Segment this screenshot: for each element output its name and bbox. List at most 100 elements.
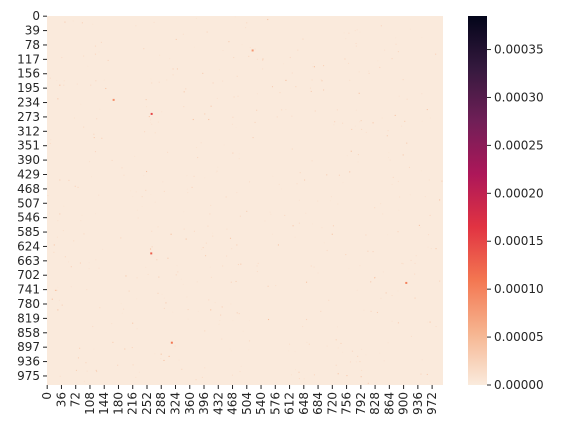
y-tick-label: 156 [17,67,40,81]
heatmap-cell [441,180,443,182]
y-tick-label: 858 [17,326,40,340]
heatmap-cell [409,194,411,196]
heatmap-cell [200,142,202,144]
heatmap-cell [245,27,247,29]
heatmap-cell [48,212,51,214]
heatmap-cell [146,106,148,108]
heatmap-cell [195,147,197,149]
heatmap-cell [182,33,184,35]
heatmap-cell [294,236,296,238]
heatmap-cell [93,137,95,139]
heatmap-cell [83,55,85,57]
heatmap-cell [238,153,240,155]
heatmap-cell [296,183,298,185]
heatmap-cell [237,95,239,97]
heatmap-cell [290,374,293,376]
heatmap-cell [406,142,408,144]
heatmap-cell [79,347,81,349]
heatmap-cell [355,42,357,45]
x-tick-label: 288 [154,392,168,415]
heatmap-cell [161,293,163,295]
heatmap-cell [79,262,81,264]
y-tick-label: 507 [17,196,40,210]
heatmap-cell [137,217,139,219]
heatmap-cell-highlight [150,112,153,115]
heatmap-cell [204,330,206,332]
heatmap-cell [284,214,286,216]
heatmap-cell [209,266,211,268]
heatmap-cell [86,289,88,291]
heatmap-cell [51,298,53,300]
heatmap-cell [81,214,83,216]
heatmap-cell [350,150,352,152]
heatmap-cell [397,322,399,324]
heatmap-cell [70,286,72,288]
heatmap-cell [149,121,152,123]
heatmap-cell [311,160,313,162]
heatmap-cell [386,135,388,137]
heatmap-cell [351,128,353,131]
heatmap-cell [218,69,220,71]
heatmap-cell [379,352,381,354]
heatmap-cell-highlight [112,98,115,101]
heatmap-cell [269,211,271,213]
heatmap-cell [150,118,152,120]
heatmap-cell [134,155,136,157]
heatmap-cell [340,342,342,345]
heatmap-cell [49,77,51,79]
heatmap-cell [135,191,137,193]
heatmap-cell [424,196,426,198]
heatmap-cell [332,225,335,227]
heatmap-cell [355,361,357,363]
heatmap-cell [143,175,145,177]
x-tick-label: 180 [111,392,125,415]
heatmap-cell [220,314,222,316]
heatmap-cell [88,161,91,163]
heatmap-cell [193,175,195,177]
heatmap-cell [430,248,432,250]
x-tick-label: 648 [297,392,311,415]
heatmap-cell [428,179,430,181]
heatmap-cell [288,350,290,352]
heatmap-cell [59,179,61,181]
heatmap-cell [57,309,59,311]
heatmap-cell [337,347,339,349]
x-tick-label: 144 [97,392,111,415]
heatmap-cell [168,355,170,357]
heatmap-cell [125,275,127,277]
heatmap-cell [391,183,393,185]
heatmap-cell [435,53,437,55]
heatmap-cell [159,54,161,56]
heatmap-cell [178,359,180,361]
heatmap-cell [64,21,66,23]
x-tick-label: 360 [183,392,197,415]
heatmap-cell [107,59,109,62]
heatmap-cell [225,255,228,257]
heatmap-cell [406,98,408,100]
heatmap-cell [254,121,256,123]
y-tick-label: 897 [17,340,40,354]
heatmap-cell [344,58,346,60]
heatmap-cell [99,307,101,309]
y-tick-label: 624 [17,239,40,253]
heatmap-cell [246,210,248,212]
heatmap-cell-highlight [251,49,254,52]
heatmap-cell [328,299,330,301]
heatmap-cell [121,167,123,169]
heatmap-cell [162,181,164,183]
heatmap-cell [151,230,153,232]
heatmap-cell [57,286,59,288]
heatmap-cell [281,109,283,111]
heatmap-cell [58,299,60,301]
heatmap-cell [248,340,251,342]
heatmap-cell [370,310,372,312]
heatmap-cell [298,199,300,201]
heatmap-cell [236,244,238,246]
heatmap-cell [272,175,274,177]
heatmap-cell [192,118,194,121]
heatmap-cell [368,72,370,74]
heatmap-cell [93,348,95,350]
x-tick-label: 612 [283,392,297,415]
heatmap-cell [225,196,227,198]
heatmap-cell [98,51,100,53]
